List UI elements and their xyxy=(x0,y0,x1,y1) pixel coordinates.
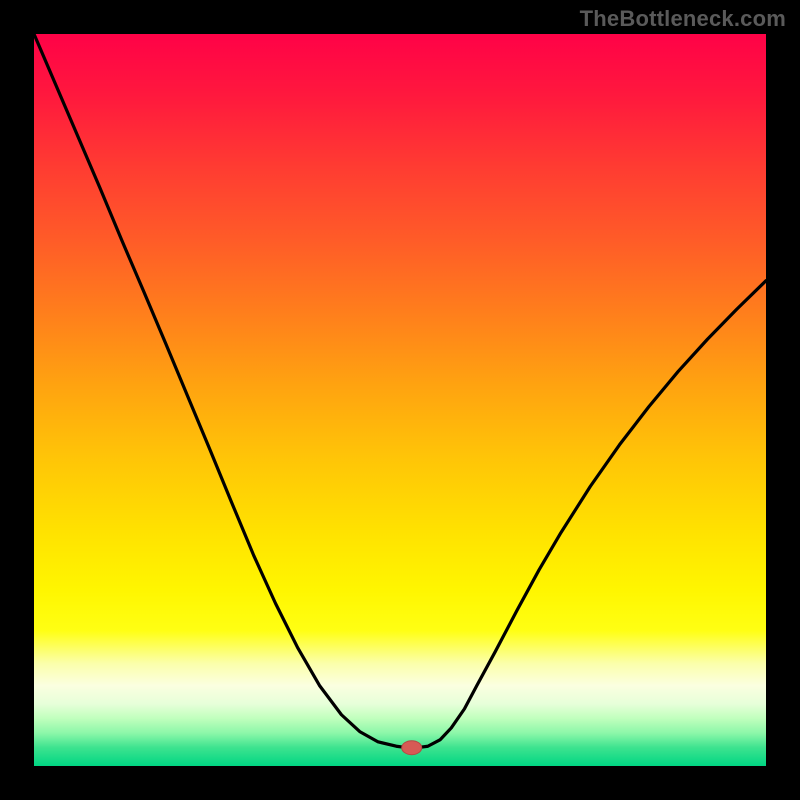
optimal-point-marker xyxy=(402,741,422,755)
bottleneck-chart: TheBottleneck.com xyxy=(0,0,800,800)
watermark-text: TheBottleneck.com xyxy=(580,6,786,32)
chart-svg xyxy=(0,0,800,800)
